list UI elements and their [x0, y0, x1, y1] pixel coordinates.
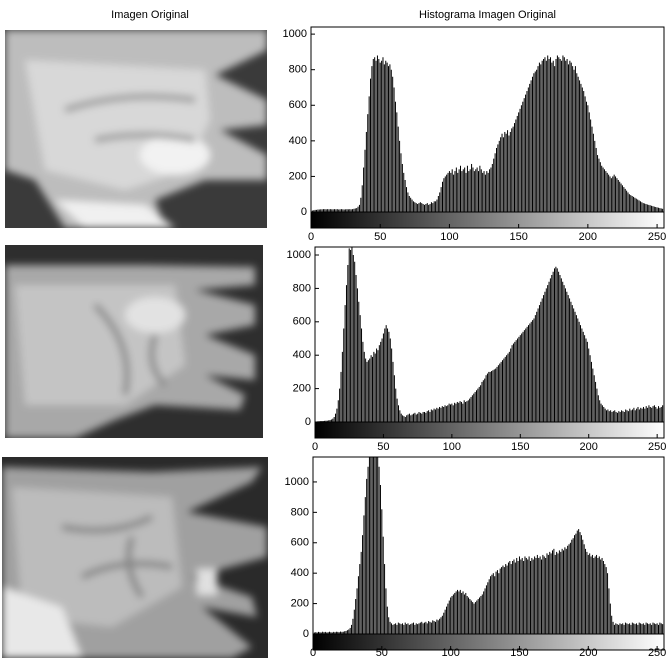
x-tick-label: 150 — [509, 231, 527, 243]
x-tick-label: 200 — [580, 441, 598, 453]
x-tick-label: 100 — [440, 231, 458, 243]
y-tick-label: 0 — [301, 206, 307, 218]
plot — [311, 55, 664, 212]
x-tick-label: 150 — [511, 441, 529, 453]
y-tick-label: 200 — [289, 170, 307, 182]
y-tick-label: 1000 — [283, 28, 307, 40]
hand-image — [2, 457, 268, 658]
x-tick-label: 50 — [374, 231, 386, 243]
y-tick-label: 600 — [289, 99, 307, 111]
y-tick-label: 600 — [291, 537, 309, 549]
x-tick-label: 200 — [579, 647, 597, 659]
x-tick-label: 0 — [308, 231, 314, 243]
hand-image — [5, 245, 263, 438]
colorbar — [314, 421, 665, 439]
x-tick-label: 200 — [579, 231, 597, 243]
image-title: Imagen Original — [111, 9, 189, 21]
hand-image — [5, 30, 267, 228]
y-tick-label: 400 — [291, 567, 309, 579]
y-tick-label: 800 — [289, 64, 307, 76]
y-tick-label: 400 — [289, 135, 307, 147]
chart-title: Histograma Imagen Original — [419, 9, 556, 21]
x-tick-label: 50 — [377, 441, 389, 453]
y-tick-label: 400 — [293, 349, 311, 361]
y-tick-label: 1000 — [287, 249, 311, 261]
x-tick-label: 100 — [441, 647, 459, 659]
x-tick-label: 250 — [648, 441, 666, 453]
colorbar — [312, 633, 665, 651]
x-tick-label: 50 — [376, 647, 388, 659]
y-tick-label: 800 — [293, 282, 311, 294]
x-tick-label: 0 — [310, 647, 316, 659]
y-tick-label: 800 — [291, 506, 309, 518]
x-tick-label: 100 — [443, 441, 461, 453]
y-tick-label: 600 — [293, 316, 311, 328]
x-tick-label: 150 — [510, 647, 528, 659]
y-tick-label: 200 — [291, 597, 309, 609]
y-tick-label: 0 — [303, 628, 309, 640]
y-tick-label: 0 — [305, 416, 311, 428]
y-tick-label: 1000 — [285, 476, 309, 488]
y-tick-label: 200 — [293, 383, 311, 395]
colorbar — [310, 211, 665, 229]
x-tick-label: 250 — [648, 231, 666, 243]
plot — [313, 457, 664, 634]
x-tick-label: 250 — [648, 647, 666, 659]
x-tick-label: 0 — [312, 441, 318, 453]
